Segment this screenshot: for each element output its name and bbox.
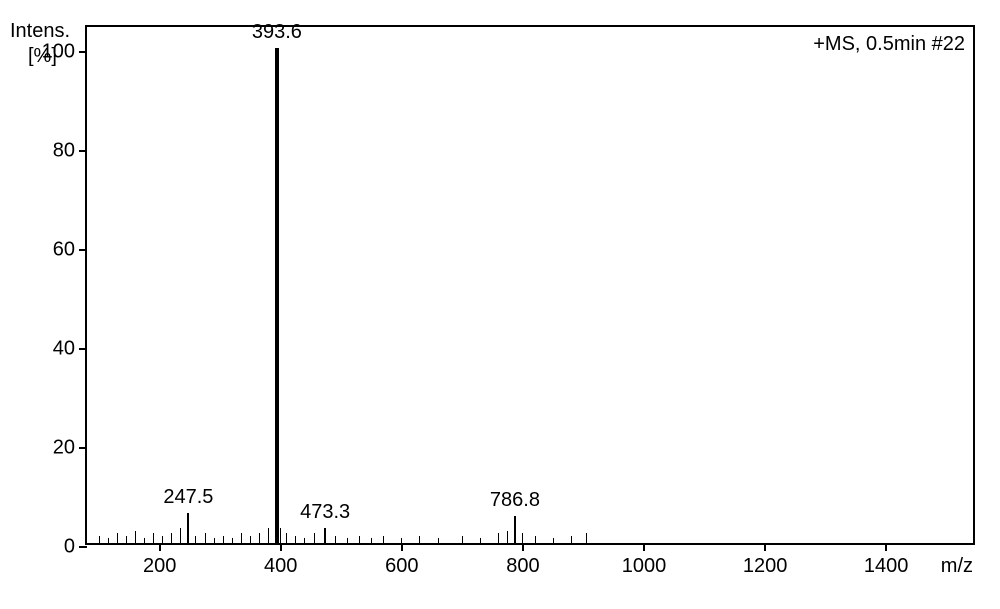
noise-peak: [171, 533, 172, 543]
y-tick: [79, 249, 87, 251]
peak: [187, 513, 189, 543]
x-tick-label: 400: [264, 555, 297, 578]
y-tick-label: 20: [53, 436, 75, 459]
y-tick-label: 100: [42, 40, 75, 63]
noise-peak: [195, 536, 196, 543]
noise-peak: [232, 538, 233, 543]
x-tick: [401, 543, 403, 551]
peak-label: 786.8: [490, 489, 540, 512]
spectrum-annotation: +MS, 0.5min #22: [813, 33, 965, 56]
y-tick-label: 40: [53, 337, 75, 360]
noise-peak: [241, 533, 242, 543]
noise-peak: [126, 536, 127, 543]
x-tick: [764, 543, 766, 551]
noise-peak: [214, 538, 215, 543]
peak: [324, 528, 326, 543]
noise-peak: [223, 536, 224, 543]
noise-peak: [304, 538, 305, 543]
noise-peak: [419, 536, 420, 543]
y-tick: [79, 348, 87, 350]
peak-label: 473.3: [300, 501, 350, 524]
noise-peak: [259, 533, 260, 543]
x-axis-label: m/z: [941, 555, 973, 578]
y-tick-label: 0: [64, 536, 75, 559]
noise-peak: [99, 536, 100, 543]
noise-peak: [250, 536, 251, 543]
x-tick-label: 800: [506, 555, 539, 578]
noise-peak: [335, 536, 336, 543]
noise-peak: [144, 538, 145, 543]
noise-peak: [286, 533, 287, 543]
noise-peak: [180, 528, 181, 543]
noise-peak: [401, 538, 402, 543]
x-tick-label: 600: [385, 555, 418, 578]
peak-label: 247.5: [163, 486, 213, 509]
mass-spectrum-chart: Intens. [%] +MS, 0.5min #22 m/z 02040608…: [10, 10, 990, 600]
noise-peak: [371, 538, 372, 543]
y-tick-label: 60: [53, 238, 75, 261]
noise-peak: [571, 536, 572, 543]
noise-peak: [153, 533, 154, 543]
x-tick: [159, 543, 161, 551]
y-tick: [79, 546, 87, 548]
noise-peak: [522, 533, 523, 543]
noise-peak: [359, 536, 360, 543]
noise-peak: [162, 536, 163, 543]
noise-peak: [268, 528, 269, 543]
x-tick: [522, 543, 524, 551]
y-tick-label: 80: [53, 139, 75, 162]
x-tick-label: 1000: [622, 555, 667, 578]
y-tick: [79, 51, 87, 53]
noise-peak: [314, 533, 315, 543]
y-tick: [79, 150, 87, 152]
peak: [514, 516, 516, 543]
x-tick-label: 1400: [864, 555, 909, 578]
x-tick-label: 200: [143, 555, 176, 578]
noise-peak: [498, 533, 499, 543]
noise-peak: [280, 528, 281, 543]
noise-peak: [347, 538, 348, 543]
noise-peak: [205, 533, 206, 543]
noise-peak: [535, 536, 536, 543]
noise-peak: [383, 536, 384, 543]
noise-peak: [108, 538, 109, 543]
noise-peak: [295, 536, 296, 543]
noise-peak: [553, 538, 554, 543]
noise-peak: [507, 531, 508, 543]
noise-peak: [135, 531, 136, 543]
x-tick-label: 1200: [743, 555, 788, 578]
noise-peak: [480, 538, 481, 543]
noise-peak: [586, 533, 587, 543]
plot-area: +MS, 0.5min #22 m/z 02040608010020040060…: [85, 25, 975, 545]
peak-label: 393.6: [252, 21, 302, 44]
noise-peak: [117, 533, 118, 543]
peak: [275, 48, 279, 543]
x-tick: [280, 543, 282, 551]
noise-peak: [462, 536, 463, 543]
x-tick: [885, 543, 887, 551]
noise-peak: [438, 538, 439, 543]
y-tick: [79, 447, 87, 449]
x-tick: [643, 543, 645, 551]
